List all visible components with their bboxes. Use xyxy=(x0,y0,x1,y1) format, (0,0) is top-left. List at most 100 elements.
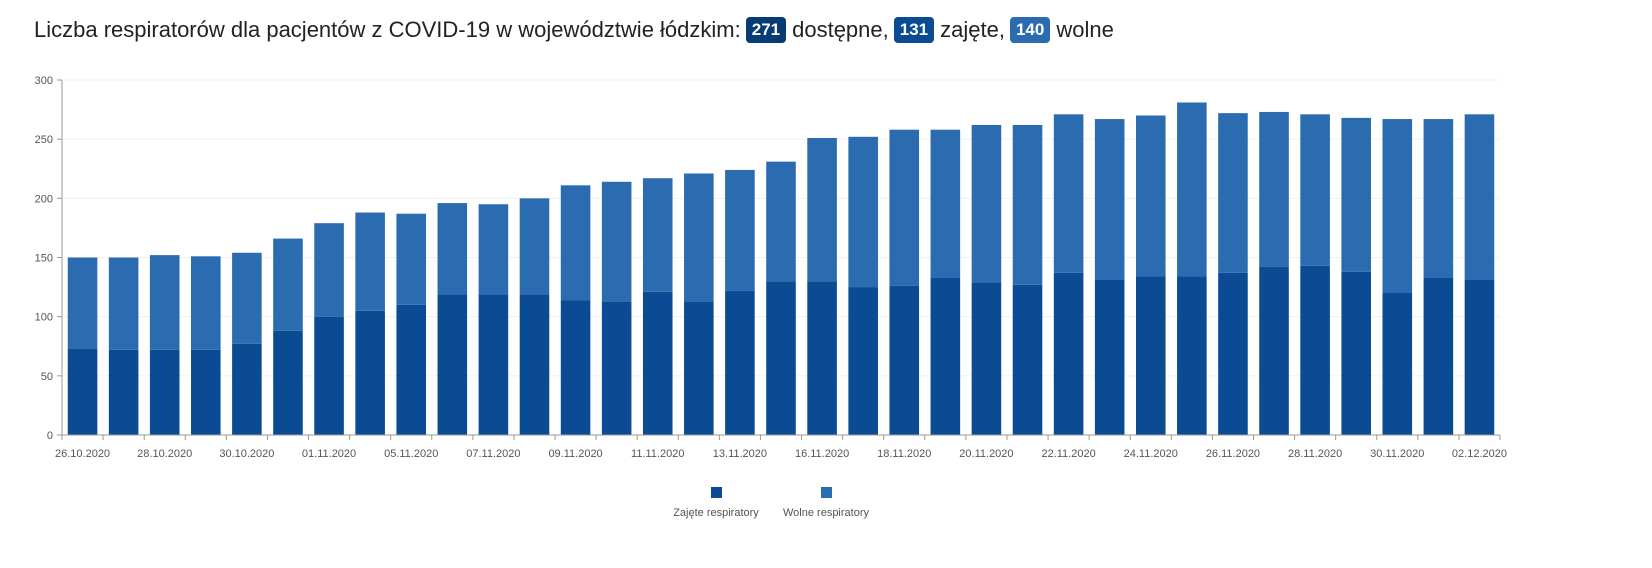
bar-free xyxy=(930,129,961,278)
bar-free xyxy=(1300,114,1330,266)
bar-occupied xyxy=(807,281,837,435)
available-label: dostępne, xyxy=(792,17,889,42)
x-tick-label: 11.11.2020 xyxy=(631,448,684,460)
x-tick-label: 26.11.2020 xyxy=(1206,448,1260,460)
y-tick-label: 50 xyxy=(41,371,53,383)
legend-label-occupied: Zajęte respiratory xyxy=(673,507,759,519)
bar-free xyxy=(519,198,550,295)
bar-free xyxy=(848,136,878,288)
bar-occupied xyxy=(930,277,961,435)
bar-occupied xyxy=(1094,279,1125,435)
free-count-badge: 140 xyxy=(1009,17,1051,43)
bar-occupied xyxy=(889,285,920,435)
bar-occupied xyxy=(1135,276,1166,435)
bar-free xyxy=(191,256,221,350)
bar-occupied xyxy=(1300,265,1330,435)
bar-free xyxy=(642,178,673,292)
bar-occupied xyxy=(1341,271,1371,435)
x-tick-label: 18.11.2020 xyxy=(877,448,931,460)
y-tick-label: 100 xyxy=(35,312,53,324)
bar-occupied xyxy=(1382,293,1413,435)
y-tick-label: 150 xyxy=(35,253,53,265)
bar-occupied xyxy=(1012,284,1043,435)
bar-occupied xyxy=(1177,276,1207,435)
bar-free xyxy=(149,255,180,350)
bar-occupied xyxy=(1423,277,1454,435)
bar-free xyxy=(1423,119,1454,278)
bar-occupied xyxy=(478,294,509,435)
bar-free xyxy=(437,203,468,295)
x-tick-label: 28.11.2020 xyxy=(1288,448,1342,460)
y-tick-label: 300 xyxy=(35,75,53,87)
x-tick-label: 26.10.2020 xyxy=(55,448,110,460)
bar-occupied xyxy=(560,300,591,435)
chart-title: Liczba respiratorów dla pacjentów z COVI… xyxy=(34,14,1114,46)
y-tick-label: 0 xyxy=(47,430,53,442)
x-tick-label: 07.11.2020 xyxy=(466,448,520,460)
bar-free xyxy=(766,161,796,282)
x-tick-label: 28.10.2020 xyxy=(137,448,192,460)
bar-free xyxy=(1341,117,1371,272)
bar-free xyxy=(1053,114,1084,273)
bar-free xyxy=(396,213,427,305)
bar-occupied xyxy=(67,348,98,435)
bar-occupied xyxy=(725,290,755,435)
bar-occupied xyxy=(601,301,632,435)
legend-swatch-occupied xyxy=(710,487,722,498)
bar-occupied xyxy=(191,349,221,435)
bar-occupied xyxy=(519,294,550,435)
bar-free xyxy=(108,257,139,350)
legend-item-occupied[interactable]: Zajęte respiratory xyxy=(646,486,786,519)
bar-free xyxy=(684,173,714,302)
bar-free xyxy=(314,223,344,317)
bar-free xyxy=(807,137,837,282)
bar-free xyxy=(601,181,632,302)
bar-free xyxy=(971,124,1002,283)
bar-free xyxy=(478,204,509,295)
bar-occupied xyxy=(149,349,180,435)
y-tick-label: 200 xyxy=(35,193,53,205)
bar-occupied xyxy=(437,294,468,435)
bar-occupied xyxy=(273,330,303,435)
bar-free xyxy=(232,252,262,344)
x-tick-label: 05.11.2020 xyxy=(384,448,438,460)
bar-occupied xyxy=(355,310,385,435)
bar-free xyxy=(560,185,591,301)
bar-occupied xyxy=(766,281,796,435)
free-label: wolne xyxy=(1056,17,1114,42)
x-tick-label: 22.11.2020 xyxy=(1041,448,1095,460)
bar-free xyxy=(67,257,98,349)
bar-occupied xyxy=(1053,272,1084,435)
occupied-label: zajęte, xyxy=(940,17,1005,42)
bar-occupied xyxy=(314,316,344,435)
legend-label-free: Wolne respiratory xyxy=(783,507,869,519)
bar-free xyxy=(273,238,303,331)
bar-free xyxy=(1259,111,1289,267)
bar-free xyxy=(889,129,920,286)
occupied-count-badge: 131 xyxy=(893,17,935,43)
bar-occupied xyxy=(684,301,714,435)
x-tick-label: 01.11.2020 xyxy=(302,448,356,460)
bar-free xyxy=(1177,102,1207,277)
bar-occupied xyxy=(1218,272,1248,435)
bar-free xyxy=(1382,119,1413,293)
x-tick-label: 30.10.2020 xyxy=(219,448,274,460)
bar-occupied xyxy=(1259,266,1289,435)
bar-free xyxy=(355,212,385,311)
bar-occupied xyxy=(971,282,1002,435)
x-tick-label: 30.11.2020 xyxy=(1370,448,1424,460)
x-tick-label: 24.11.2020 xyxy=(1124,448,1178,460)
x-tick-label: 13.11.2020 xyxy=(713,448,767,460)
legend-item-free[interactable]: Wolne respiratory xyxy=(756,486,896,519)
chart-legend: Zajęte respiratory Wolne respiratory xyxy=(0,486,1540,526)
bar-occupied xyxy=(848,287,878,435)
bar-free xyxy=(1012,124,1043,285)
x-tick-label: 02.12.2020 xyxy=(1452,448,1507,460)
available-count-badge: 271 xyxy=(745,17,787,43)
x-tick-label: 20.11.2020 xyxy=(959,448,1013,460)
bar-occupied xyxy=(232,343,262,435)
bar-free xyxy=(1464,114,1495,280)
bar-free xyxy=(1218,113,1248,273)
x-tick-label: 09.11.2020 xyxy=(548,448,602,460)
bar-occupied xyxy=(1464,279,1495,435)
